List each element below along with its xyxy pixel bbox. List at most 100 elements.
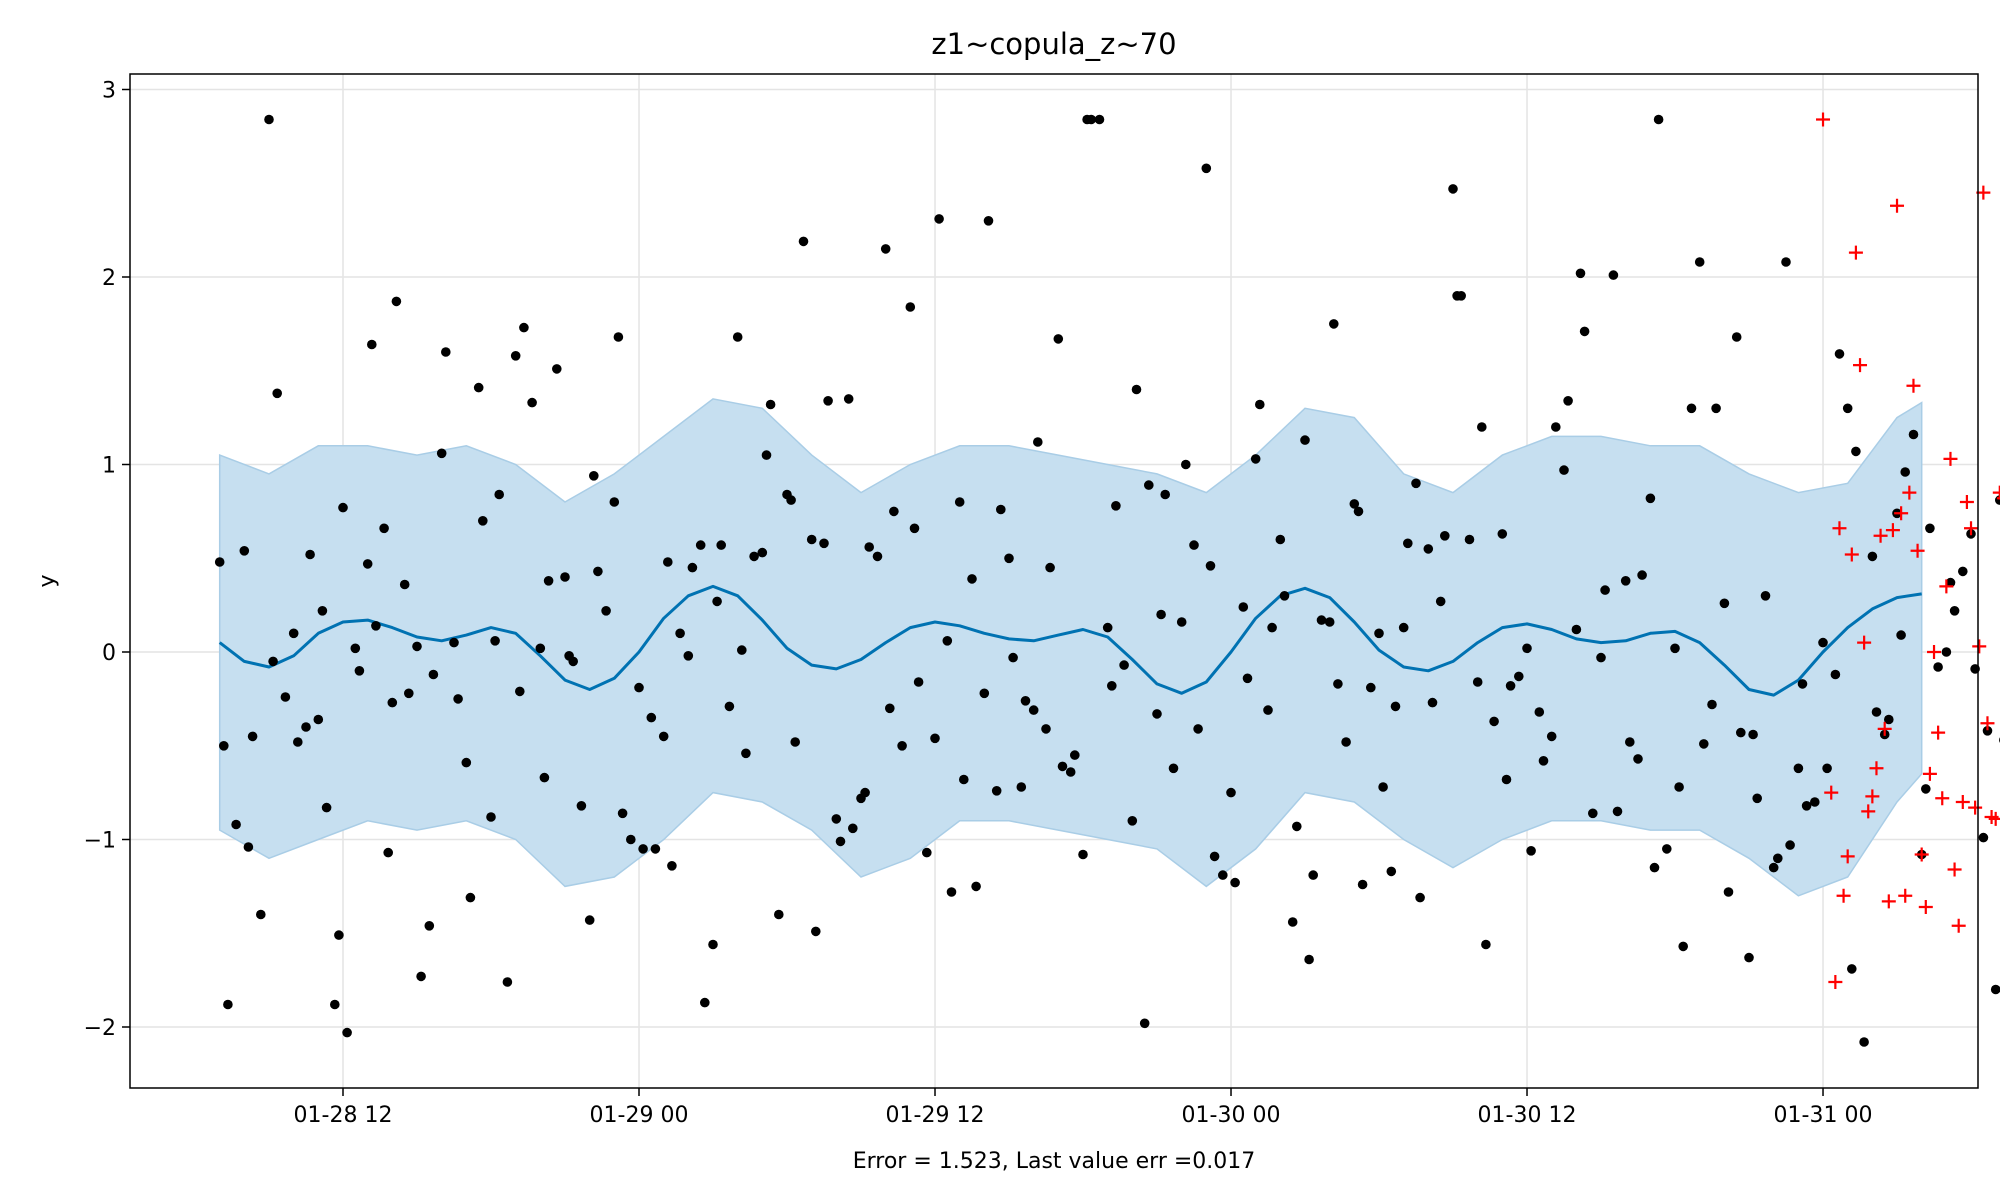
- observed-point: [1933, 662, 1943, 672]
- observed-point: [798, 236, 809, 247]
- observed-point: [1551, 422, 1561, 432]
- observed-point: [1176, 617, 1187, 627]
- observed-point: [1575, 268, 1586, 279]
- observed-point: [626, 834, 636, 845]
- future-point: [1931, 725, 1946, 740]
- observed-point: [1559, 465, 1569, 475]
- future-point: [1943, 451, 1958, 466]
- future-point: [1996, 497, 2000, 500]
- observed-point: [334, 930, 344, 940]
- observed-point: [1810, 797, 1820, 807]
- observed-point: [996, 504, 1006, 515]
- observed-point: [1711, 403, 1721, 414]
- observed-point: [1649, 862, 1660, 873]
- observed-point: [1600, 585, 1610, 595]
- future-point: [1910, 543, 1925, 558]
- observed-point: [1834, 349, 1845, 359]
- observed-point: [1181, 459, 1191, 470]
- fit-line-path: [218, 584, 1922, 697]
- observed-point: [991, 786, 1002, 796]
- observed-point: [317, 606, 328, 616]
- observed-point: [1945, 577, 1956, 588]
- observed-point: [1596, 652, 1606, 663]
- observed-point: [589, 471, 599, 481]
- observed-point: [741, 748, 751, 759]
- x-tick-label: 01-30 12: [1478, 1103, 1577, 1128]
- future-point: [1828, 975, 1843, 989]
- observed-point: [247, 731, 258, 742]
- observed-point: [786, 495, 796, 505]
- observed-point: [1694, 257, 1705, 267]
- observed-point: [1477, 422, 1487, 432]
- chart-title: z1~copula_z~70: [931, 27, 1176, 61]
- future-point: [1972, 639, 1987, 654]
- observed-point: [1308, 870, 1318, 880]
- future-point: [1816, 112, 1831, 127]
- observed-point: [934, 214, 944, 224]
- observed-point: [416, 971, 426, 982]
- observed-point: [1637, 570, 1647, 580]
- observed-point: [1736, 727, 1746, 738]
- observed-point: [313, 714, 324, 725]
- future-point: [1927, 645, 1942, 659]
- observed-point: [1033, 437, 1043, 447]
- x-tick-label: 01-30 00: [1182, 1103, 1281, 1128]
- y-tick-label: 0: [102, 641, 116, 666]
- observed-point: [1908, 429, 1919, 440]
- future-point: [1853, 358, 1868, 373]
- observed-point: [1390, 701, 1401, 712]
- observed-point: [1045, 562, 1055, 573]
- observed-point: [1329, 319, 1339, 329]
- observed-point: [412, 641, 422, 652]
- observed-point: [1781, 257, 1791, 267]
- future-point: [1869, 761, 1884, 776]
- observed-point: [424, 921, 435, 931]
- observed-point: [1522, 643, 1532, 654]
- observed-point: [864, 542, 874, 552]
- observed-point: [1526, 846, 1536, 856]
- observed-point: [1127, 816, 1138, 826]
- observed-point: [724, 701, 735, 712]
- observed-point: [1102, 622, 1113, 633]
- observed-point: [1333, 679, 1343, 689]
- observed-point: [478, 516, 488, 526]
- observed-point: [293, 737, 303, 747]
- observed-point: [1353, 506, 1364, 517]
- observed-point: [695, 540, 706, 550]
- observed-point: [638, 844, 648, 854]
- observed-point: [922, 847, 932, 858]
- observed-point: [1760, 591, 1771, 601]
- observed-point: [1990, 984, 2000, 995]
- observed-point: [1057, 761, 1068, 772]
- observed-point: [885, 703, 895, 714]
- future-point: [1836, 888, 1851, 903]
- observed-point: [243, 842, 254, 852]
- observed-point: [1456, 291, 1466, 301]
- observed-point: [379, 523, 389, 534]
- observed-point: [1588, 808, 1598, 819]
- observed-point: [1324, 617, 1335, 627]
- observed-point: [959, 774, 969, 785]
- x-tick-label: 01-28 12: [294, 1103, 393, 1128]
- observed-point: [219, 741, 229, 751]
- observed-point: [1292, 821, 1302, 832]
- observed-point: [1065, 767, 1076, 777]
- observed-point: [560, 572, 570, 582]
- y-tick-label: 2: [102, 266, 116, 291]
- future-point: [1832, 521, 1847, 536]
- observed-point: [1366, 682, 1376, 693]
- observed-point: [1748, 729, 1758, 740]
- observed-point: [1004, 553, 1014, 564]
- observed-point: [519, 322, 529, 333]
- observed-point: [1435, 596, 1446, 607]
- future-point: [1894, 506, 1909, 521]
- observed-point: [1978, 832, 1989, 843]
- observed-point: [905, 302, 916, 312]
- observed-point: [617, 808, 628, 819]
- observed-point: [527, 397, 537, 408]
- observed-point: [441, 347, 451, 357]
- observed-point: [543, 576, 554, 586]
- observed-point: [1896, 630, 1906, 640]
- observed-point: [1287, 917, 1298, 927]
